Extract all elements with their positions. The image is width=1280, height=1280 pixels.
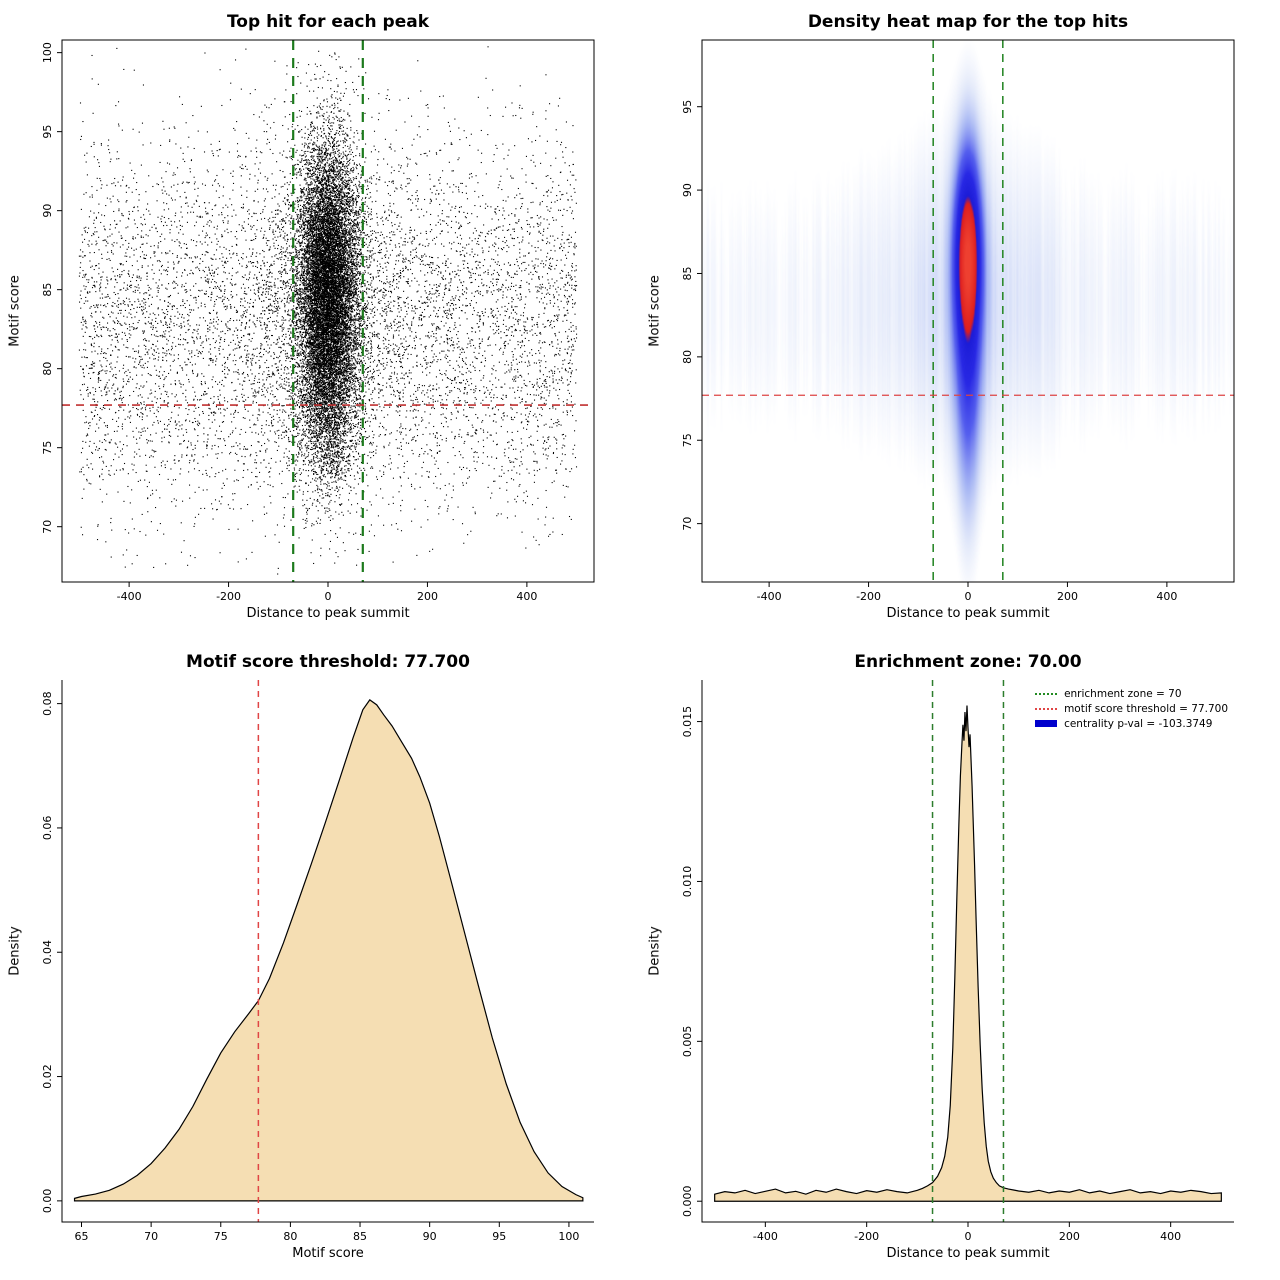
legend-label: centrality p-val = -103.3749 [1064, 717, 1213, 730]
x-axis-label: Distance to peak summit [246, 606, 410, 621]
x-axis-label: Motif score [292, 1246, 364, 1261]
legend-item-score-threshold: motif score threshold = 77.700 [1035, 701, 1228, 716]
blue-dot-icon [1035, 720, 1058, 727]
panel-distance-density: Enrichment zone: 70.00 Distance to peak … [640, 640, 1280, 1280]
heatmap-plot-canvas [640, 0, 1280, 640]
panel-score-density: Motif score threshold: 77.700 Motif scor… [0, 640, 640, 1280]
y-axis-label: Motif score [647, 275, 663, 347]
distance-density-canvas [640, 640, 1280, 1280]
legend-item-centrality-pval: centrality p-val = -103.3749 [1035, 716, 1228, 731]
chart-title: Density heat map for the top hits [807, 12, 1129, 32]
legend-label: motif score threshold = 77.700 [1064, 702, 1228, 715]
score-density-canvas [0, 640, 640, 1280]
x-axis-label: Distance to peak summit [886, 1246, 1050, 1261]
green-dotted-line-icon [1035, 692, 1058, 695]
legend-label: enrichment zone = 70 [1064, 687, 1182, 700]
chart-title: Enrichment zone: 70.00 [854, 652, 1082, 672]
red-dotted-line-icon [1035, 707, 1058, 710]
panel-density-heatmap: Density heat map for the top hits Distan… [640, 0, 1280, 640]
y-axis-label: Density [647, 926, 663, 976]
y-axis-label: Motif score [7, 275, 23, 347]
y-axis-label: Density [7, 926, 23, 976]
legend-item-enrichment-zone: enrichment zone = 70 [1035, 686, 1228, 701]
x-axis-label: Distance to peak summit [886, 606, 1050, 621]
panel-top-hit-scatter: Top hit for each peak Distance to peak s… [0, 0, 640, 640]
chart-title: Top hit for each peak [226, 12, 430, 32]
chart-title: Motif score threshold: 77.700 [186, 652, 470, 672]
scatter-plot-canvas [0, 0, 640, 640]
plot-legend: enrichment zone = 70 motif score thresho… [1035, 686, 1228, 731]
